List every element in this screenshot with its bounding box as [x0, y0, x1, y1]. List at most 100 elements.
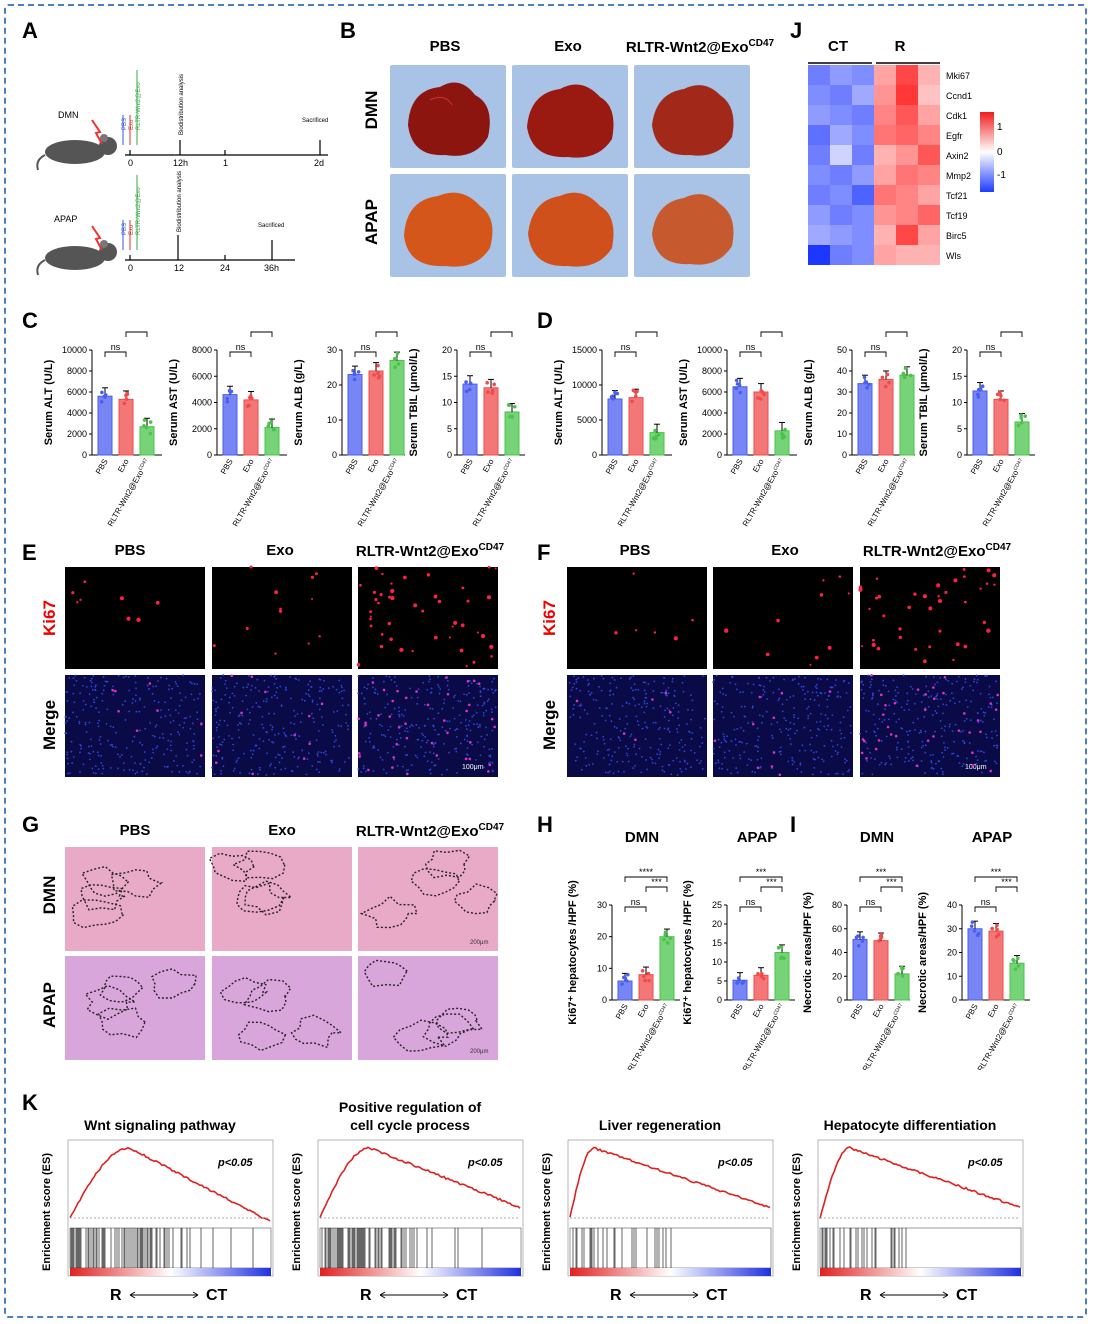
data-point	[1013, 967, 1018, 971]
mouse-icon-apap	[36, 225, 117, 276]
data-point	[124, 397, 129, 401]
bar	[222, 394, 238, 456]
data-point	[643, 978, 647, 983]
x-tick-label: PBS	[219, 458, 235, 476]
bar	[732, 979, 748, 1001]
heatmap-gene-label: Egfr	[946, 131, 963, 141]
heatmap-cell	[874, 125, 896, 145]
data-point	[266, 424, 271, 428]
data-point	[376, 363, 380, 368]
significance-label: ***	[641, 330, 652, 332]
f-scalebar: 100μm	[965, 764, 987, 771]
f-ki67-pbs	[567, 567, 707, 669]
g-header-exo: Exo	[268, 822, 296, 839]
e-row-ki67: Ki67	[40, 600, 59, 636]
y-tick-label: 20	[442, 345, 452, 355]
heatmap-scale-tick: -1	[997, 170, 1006, 181]
y-tick-label: 4000	[192, 398, 212, 408]
apap-tick-1: 12	[174, 263, 184, 273]
heatmap-cell	[896, 105, 918, 125]
data-point	[783, 427, 787, 432]
gsea-axis-left: R	[360, 1287, 372, 1304]
double-arrow	[879, 1291, 949, 1299]
apap-sacrificed: Sacrificed	[258, 223, 284, 229]
significance-label: ns	[111, 342, 121, 352]
data-point	[1023, 414, 1028, 418]
data-point	[392, 357, 397, 361]
y-tick-label: 10	[327, 415, 337, 425]
e-scalebar: 100μm	[462, 764, 484, 771]
gsea-axis-right: CT	[456, 1287, 478, 1304]
data-point	[735, 981, 739, 985]
significance-label: ns	[866, 897, 876, 907]
g-header-rltr: RLTR-Wnt2@ExoCD47	[355, 822, 505, 840]
data-point	[776, 945, 781, 950]
chart-title: DMN	[860, 830, 894, 846]
y-tick-label: 20	[597, 932, 607, 942]
significance-label: ***	[991, 867, 1002, 877]
data-point	[148, 420, 153, 424]
y-tick-label: 0	[837, 995, 842, 1005]
panel-label-c: C	[22, 308, 38, 333]
data-point	[998, 397, 1003, 402]
bar	[243, 399, 259, 456]
bar	[264, 426, 280, 456]
y-tick-label: 5000	[577, 415, 597, 425]
heatmap-cell	[808, 145, 830, 165]
panel-label-i: I	[790, 812, 797, 837]
y-tick-label: 40	[837, 366, 847, 376]
data-point	[620, 982, 624, 986]
heatmap-cell	[918, 65, 940, 85]
heatmap-cell	[896, 225, 918, 245]
chart-ylabel: Serum TBIL (μmol/L)	[918, 348, 930, 456]
y-tick-label: 25	[712, 900, 722, 910]
chart-c-ast: Serum AST (U/L) 0 2000 4000 6000 8000 PBS ExoRL…	[168, 330, 287, 528]
data-point	[861, 935, 865, 940]
g-scalebar-dmn: 200μm	[470, 940, 489, 946]
e-merge-exo	[212, 675, 352, 777]
heatmap-cell	[896, 65, 918, 85]
enrichment-curve	[319, 1146, 521, 1218]
heatmap-cell	[808, 245, 830, 265]
bar	[873, 940, 889, 1001]
gsea-pvalue: p<0.05	[967, 1157, 1003, 1169]
gsea-pvalue: p<0.05	[717, 1157, 753, 1169]
rank-bar	[570, 1268, 771, 1276]
y-tick-label: 20	[832, 971, 842, 981]
data-point	[781, 433, 785, 438]
y-tick-label: 6000	[67, 387, 87, 397]
significance-label: ****	[129, 330, 144, 332]
chart-d-alb: Serum ALB (g/L) 0 10 20 30 40 50 PBS ExoRLTR-Wnt…	[803, 330, 915, 528]
y-tick-label: 8000	[192, 345, 212, 355]
gsea-axis-right: CT	[956, 1287, 978, 1304]
chart-title: APAP	[737, 830, 778, 846]
f-row-merge: Merge	[540, 699, 559, 751]
y-tick-label: 20	[947, 948, 957, 958]
data-point	[866, 382, 871, 387]
x-tick-label: Exo	[986, 1002, 1001, 1019]
bar	[659, 936, 675, 1001]
b-header-pbs: PBS	[429, 38, 461, 55]
gsea-ylabel: Enrichment score (ES)	[291, 1153, 303, 1271]
heatmap-cell	[918, 225, 940, 245]
data-point	[646, 971, 651, 976]
significance-label: **	[498, 330, 506, 332]
heatmap-cell	[874, 65, 896, 85]
heatmap-cell	[808, 165, 830, 185]
bar	[483, 387, 499, 456]
y-tick-label: 10	[952, 398, 962, 408]
data-point	[356, 370, 361, 374]
x-tick-label: PBS	[964, 1003, 980, 1021]
data-point	[762, 392, 767, 397]
heatmap-cell	[874, 185, 896, 205]
y-tick-label: 15000	[572, 345, 597, 355]
x-tick-label: PBS	[729, 1003, 745, 1021]
x-tick-label: Exo	[751, 457, 766, 474]
data-point	[630, 399, 634, 404]
heatmap-cell	[830, 65, 852, 85]
g-row-dmn: DMN	[40, 875, 59, 915]
f-row-ki67: Ki67	[540, 600, 559, 636]
y-tick-label: 15	[442, 371, 452, 381]
gsea-ylabel: Enrichment score (ES)	[41, 1153, 53, 1271]
data-point	[372, 373, 376, 377]
